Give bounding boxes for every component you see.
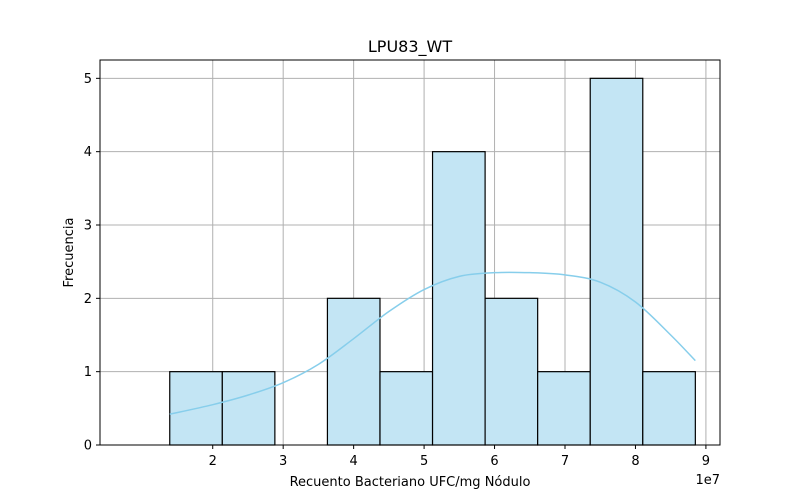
histogram-bar [484, 297, 539, 446]
x-tick-label: 4 [349, 454, 357, 469]
x-tick-label: 7 [561, 454, 569, 469]
chart-title: LPU83_WT [368, 37, 452, 57]
y-axis-label: Frecuencia [62, 218, 77, 288]
y-tick-label: 1 [84, 365, 92, 380]
y-axis-ticks: 0 1 2 3 4 5 [84, 72, 100, 454]
x-tick-label: 8 [631, 454, 639, 469]
y-tick-label: 3 [84, 219, 92, 234]
x-tick-label: 3 [279, 454, 287, 469]
x-axis-offset-label: 1e7 [695, 473, 720, 488]
plot-frame [99, 59, 721, 446]
histogram-bar [642, 371, 696, 446]
y-tick-label: 2 [84, 292, 92, 307]
x-tick-label: 2 [209, 454, 217, 469]
x-tick-label: 9 [702, 454, 710, 469]
y-tick-label: 0 [84, 439, 92, 454]
histogram-bar [379, 371, 434, 446]
histogram-bar [537, 371, 591, 446]
x-axis-ticks: 2 3 4 5 6 7 8 9 [209, 445, 710, 469]
y-tick-label: 5 [84, 72, 92, 87]
histogram-bars [169, 77, 696, 446]
histogram-bar [589, 77, 644, 446]
kde-curve [169, 271, 696, 415]
x-axis-label: Recuento Bacteriano UFC/mg Nódulo [290, 475, 531, 490]
y-tick-label: 4 [84, 145, 92, 160]
x-tick-label: 5 [420, 454, 428, 469]
x-tick-label: 6 [490, 454, 498, 469]
histogram-bar [221, 371, 276, 446]
histogram-bar [326, 297, 381, 446]
histogram-bar [431, 151, 486, 446]
